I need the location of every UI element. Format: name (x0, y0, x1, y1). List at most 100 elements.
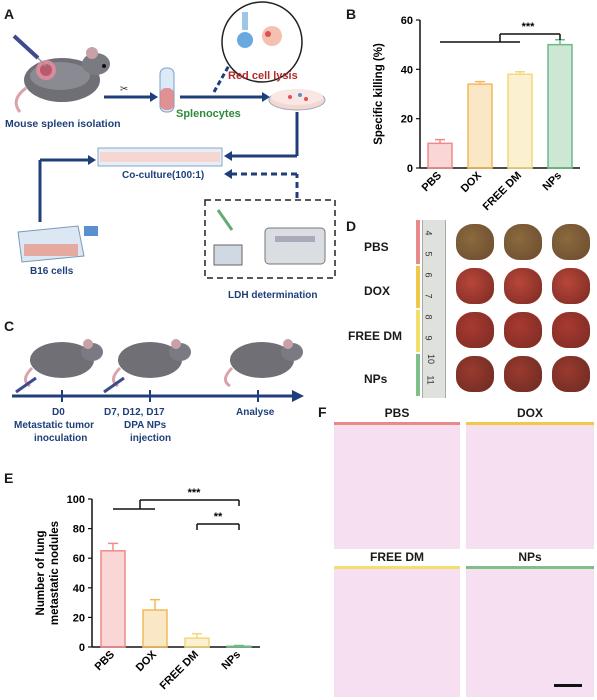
bar-nps (547, 43, 573, 169)
splenocytes-label: Splenocytes (176, 108, 241, 120)
syringe-icon (15, 376, 125, 394)
histo-title-freedm: FREE DM (370, 550, 424, 564)
petri-dish-icon (268, 89, 326, 111)
ruler-number: 7 (423, 293, 434, 299)
lung-image-nps (504, 356, 542, 392)
coculture-label: Co-culture(100:1) (122, 170, 205, 181)
ruler-number: 4 (423, 230, 434, 236)
timeline-analyse: Analyse (236, 407, 275, 418)
ruler-number: 11 (425, 375, 436, 385)
panel-a-schematic: ✂ (12, 1, 336, 279)
histo-title-pbs: PBS (384, 406, 410, 420)
bar-free-dm (507, 73, 533, 169)
panel-label-c: C (4, 318, 15, 334)
y-tick-label: 80 (73, 524, 85, 536)
lung-row-label-pbs: PBS (364, 240, 389, 254)
lung-image-pbs (552, 224, 590, 260)
y-tick-label: 100 (67, 494, 85, 506)
ruler-number: 6 (423, 272, 434, 278)
panel-d-lungs-photo (360, 220, 594, 398)
mouse-illustration (14, 47, 110, 113)
lung-image-free-dm (456, 312, 494, 348)
scissors-icon: ✂ (120, 84, 128, 95)
mouse-illustration (24, 339, 303, 388)
y-tick-label: 60 (73, 553, 85, 565)
bar-free-dm (184, 637, 210, 648)
ruler-number: 8 (423, 314, 434, 320)
significance-label: *** (188, 487, 202, 499)
panel-label-e: E (4, 470, 14, 486)
syringe-icon (12, 34, 47, 67)
ruler-number: 5 (423, 251, 434, 257)
scale-bar (554, 684, 582, 687)
panel-label-b: B (346, 6, 357, 22)
timeline-d0-desc-2: inoculation (34, 433, 88, 444)
histo-title-dox: DOX (516, 406, 543, 420)
timeline-d7: D7, D12, D17 (104, 407, 165, 418)
x-tick-label: PBS (420, 170, 444, 194)
lung-image-dox (456, 268, 494, 304)
histology-image-dox (466, 422, 594, 549)
lung-image-nps (552, 356, 590, 392)
ruler (422, 220, 446, 398)
panel-label-f: F (318, 404, 327, 420)
timeline-d0-desc-1: Metastatic tumor (14, 420, 95, 431)
cell-flask-icon (17, 225, 98, 263)
x-tick-label: PBS (93, 649, 117, 673)
y-tick-label: 40 (401, 64, 413, 76)
lung-image-nps (456, 356, 494, 392)
y-tick-label: 20 (73, 612, 85, 624)
y-tick-label: 0 (79, 642, 85, 654)
lung-image-pbs (456, 224, 494, 260)
ldh-box (204, 199, 336, 279)
histology-image-freedm (334, 566, 460, 697)
lung-image-pbs (504, 224, 542, 260)
y-tick-label: 40 (73, 583, 85, 595)
x-tick-label: DOX (459, 169, 485, 195)
b16-cells-label: B16 cells (30, 266, 74, 277)
bar-pbs (100, 550, 126, 648)
y-axis-title-line-1: Number of lung (35, 531, 47, 616)
bar-nps (226, 645, 252, 648)
significance-label: *** (522, 21, 536, 33)
x-tick-label: NPs (540, 170, 564, 194)
plate-reader-icon (213, 209, 326, 266)
lung-image-dox (504, 268, 542, 304)
y-tick-label: 0 (407, 163, 413, 175)
bar-pbs (427, 142, 453, 169)
histology-image-pbs (334, 422, 460, 549)
panel-label-d: D (346, 218, 357, 234)
y-axis-title: Specific killing (%) (373, 43, 385, 145)
panel-c-timeline (12, 339, 304, 402)
bar-dox (467, 83, 493, 169)
timeline-d7-desc-1: DPA NPs (124, 420, 167, 431)
timeline-d0: D0 (52, 407, 65, 418)
lung-row-label-freedm: FREE DM (348, 329, 402, 343)
y-axis-title-line-2: metastatic nodules (49, 521, 61, 625)
red-cell-lysis-inset (221, 1, 303, 83)
lung-image-free-dm (552, 312, 590, 348)
y-tick-label: 20 (401, 114, 413, 126)
x-tick-label: FREE DM (481, 170, 524, 213)
timeline-d7-desc-2: injection (130, 433, 172, 444)
significance-label: ** (214, 511, 223, 523)
x-tick-label: FREE DM (158, 649, 201, 692)
lung-image-free-dm (504, 312, 542, 348)
panel-label-a: A (4, 6, 15, 22)
tube-icon (159, 67, 175, 113)
histo-title-nps: NPs (518, 550, 542, 564)
red-cell-lysis-label: Red cell lysis (228, 70, 298, 82)
x-tick-label: NPs (219, 649, 243, 673)
lung-image-dox (552, 268, 590, 304)
mouse-spleen-isolation-label: Mouse spleen isolation (5, 118, 121, 130)
x-tick-label: DOX (134, 648, 160, 674)
bar-dox (142, 609, 168, 648)
lung-row-label-dox: DOX (364, 284, 391, 298)
ruler-number: 10 (426, 353, 437, 365)
lung-row-label-nps: NPs (364, 372, 388, 386)
coculture-plate-icon (97, 147, 223, 167)
y-tick-label: 60 (401, 15, 413, 27)
ruler-number: 9 (423, 335, 434, 341)
